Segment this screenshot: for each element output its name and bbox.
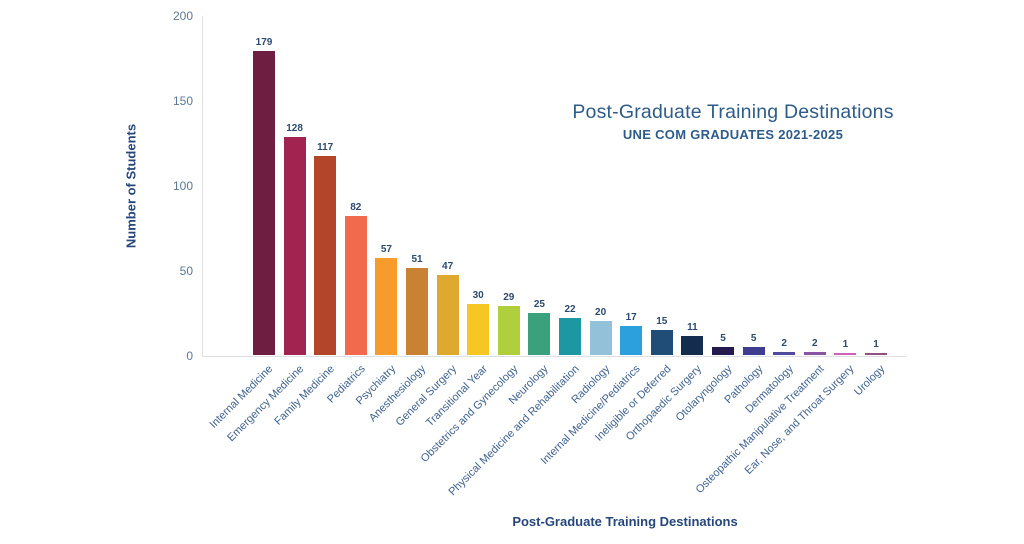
bar-value-label: 117 bbox=[317, 142, 334, 154]
bar bbox=[589, 321, 612, 355]
bar-value-label: 25 bbox=[533, 298, 545, 310]
bar-value-label: 15 bbox=[656, 315, 668, 327]
y-axis-title: Number of Students bbox=[123, 123, 139, 249]
chart-title-block: Post-Graduate Training Destinations UNE … bbox=[558, 101, 908, 142]
bar-value-label: 17 bbox=[625, 312, 637, 324]
bar-value-label: 29 bbox=[503, 291, 515, 303]
y-tick-label: 100 bbox=[172, 179, 193, 193]
bar-value-label: 5 bbox=[720, 332, 726, 344]
bar-value-label: 51 bbox=[411, 254, 423, 266]
bar bbox=[681, 336, 704, 355]
bar bbox=[375, 258, 398, 355]
bar bbox=[406, 268, 428, 355]
bar-value-label: 1 bbox=[873, 339, 879, 350]
y-axis-line bbox=[202, 16, 203, 356]
bar bbox=[712, 346, 734, 355]
x-axis-line bbox=[202, 356, 906, 357]
bar bbox=[742, 346, 765, 355]
x-axis-title: Post-Graduate Training Destinations bbox=[512, 514, 738, 529]
bar bbox=[620, 326, 643, 355]
y-tick-label: 0 bbox=[186, 349, 193, 363]
bar bbox=[528, 312, 551, 355]
bar-value-label: 179 bbox=[255, 36, 273, 48]
bar-value-label: 82 bbox=[350, 201, 362, 213]
bar-value-label: 30 bbox=[472, 290, 484, 301]
bar-value-label: 128 bbox=[286, 123, 303, 135]
bar bbox=[773, 351, 796, 355]
chart-title: Post-Graduate Training Destinations bbox=[572, 101, 894, 123]
bar bbox=[253, 50, 275, 355]
bar-value-label: 5 bbox=[750, 332, 757, 344]
plot-area: 0 50 100 150 200 179 Internal Medicine 128 Emerg… bbox=[173, 9, 906, 498]
bar bbox=[865, 353, 887, 355]
bar bbox=[650, 329, 673, 355]
y-tick-label: 200 bbox=[172, 9, 193, 23]
bar-value-label: 47 bbox=[442, 261, 454, 273]
bar-value-label: 20 bbox=[595, 307, 607, 318]
bar bbox=[283, 137, 306, 355]
chart-subtitle: UNE COM GRADUATES 2021-2025 bbox=[622, 127, 844, 142]
bar bbox=[559, 317, 581, 355]
bar bbox=[497, 305, 520, 355]
bar-value-label: 57 bbox=[380, 244, 392, 256]
bar bbox=[314, 156, 337, 355]
bar-value-label: 1 bbox=[842, 339, 849, 350]
bar bbox=[344, 215, 367, 355]
bar-value-label: 2 bbox=[812, 337, 818, 349]
bar bbox=[436, 275, 459, 355]
bar bbox=[834, 353, 857, 355]
bar-value-label: 22 bbox=[564, 303, 576, 315]
y-tick-label: 150 bbox=[172, 94, 193, 108]
bar bbox=[467, 304, 490, 355]
bar bbox=[803, 351, 826, 355]
y-tick-label: 50 bbox=[179, 264, 193, 278]
bar-value-label: 2 bbox=[781, 337, 787, 349]
bar-value-label: 11 bbox=[687, 322, 698, 334]
